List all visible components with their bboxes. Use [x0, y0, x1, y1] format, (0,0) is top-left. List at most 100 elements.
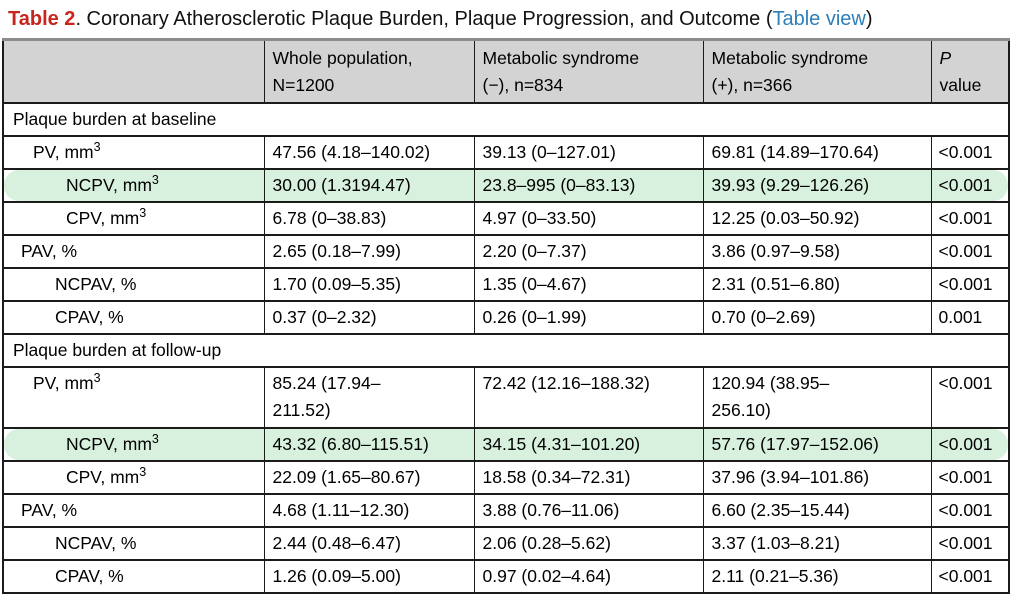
p-value-text: <0.001	[938, 565, 993, 586]
table-row: PAV, % 2.65 (0.18–7.99) 2.20 (0–7.37) 3.86 …	[2, 233, 1010, 269]
p-value-cell: <0.001	[930, 365, 1010, 429]
value-text: 57.76 (17.97–152.06)	[711, 433, 879, 454]
value-text: 1.26 (0.09–5.00)	[272, 565, 401, 586]
value-cell: 6.78 (0–38.83)	[263, 200, 475, 236]
header-cell-mets-positive: Metabolic syndrome (+), n=366	[702, 38, 932, 104]
value-cell: 3.88 (0.76–11.06)	[473, 492, 704, 528]
value-text: 23.8–995 (0–83.13)	[482, 174, 636, 195]
value-text: 12.25 (0.03–50.92)	[711, 207, 860, 228]
row-label-cell: CPAV, %	[2, 299, 265, 335]
p-value-cell: 0.001	[930, 299, 1010, 335]
value-cell: 1.26 (0.09–5.00)	[263, 558, 475, 594]
table-row: CPAV, % 1.26 (0.09–5.00) 0.97 (0.02–4.64) 2…	[2, 558, 1010, 594]
value-text: 120.94 (38.95– 256.10)	[711, 372, 830, 420]
p-value-text: <0.001	[938, 141, 993, 162]
table-row: PAV, % 4.68 (1.11–12.30) 3.88 (0.76–11.06)…	[2, 492, 1010, 528]
value-text: 3.88 (0.76–11.06)	[482, 499, 620, 520]
p-value-cell: <0.001	[930, 200, 1010, 236]
value-cell: 1.35 (0–4.67)	[473, 266, 704, 302]
value-text: 3.37 (1.03–8.21)	[711, 532, 840, 553]
value-cell: 4.97 (0–33.50)	[473, 200, 704, 236]
label-superscript: 3	[93, 139, 101, 154]
value-cell: 18.58 (0.34–72.31)	[473, 459, 704, 495]
value-text: 22.09 (1.65–80.67)	[272, 466, 421, 487]
value-cell: 0.37 (0–2.32)	[263, 299, 475, 335]
value-cell: 2.65 (0.18–7.99)	[263, 233, 475, 269]
label-superscript: 3	[151, 431, 159, 446]
value-text: 2.44 (0.48–6.47)	[272, 532, 401, 553]
table-row: NCPAV, % 2.44 (0.48–6.47) 2.06 (0.28–5.62)…	[2, 525, 1010, 561]
page: Table 2. Coronary Atherosclerotic Plaque…	[0, 7, 1013, 594]
value-cell: 30.00 (1.3194.47)	[263, 167, 475, 203]
p-value-text: <0.001	[938, 499, 993, 520]
value-cell: 72.42 (12.16–188.32)	[473, 365, 704, 429]
value-text: 39.13 (0–127.01)	[482, 141, 616, 162]
value-cell: 1.70 (0.09–5.35)	[263, 266, 475, 302]
row-label: NCPV, mm3	[66, 172, 159, 195]
value-text: 72.42 (12.16–188.32)	[482, 372, 650, 393]
value-text: 2.06 (0.28–5.62)	[482, 532, 611, 553]
p-value-cell: <0.001	[930, 266, 1010, 302]
p-value-cell: <0.001	[930, 492, 1010, 528]
value-cell: 57.76 (17.97–152.06)	[702, 426, 932, 462]
value-text: 85.24 (17.94– 211.52)	[272, 372, 381, 420]
p-value-text: 0.001	[938, 306, 983, 327]
row-label: PV, mm3	[33, 370, 101, 393]
label-superscript: 3	[139, 205, 147, 220]
value-text: 0.26 (0–1.99)	[482, 306, 587, 327]
value-text: 2.11 (0.21–5.36)	[711, 565, 839, 586]
section-header-row: Plaque burden at baseline	[2, 101, 1010, 137]
value-cell: 39.93 (9.29–126.26)	[702, 167, 932, 203]
value-text: 2.20 (0–7.37)	[482, 240, 587, 261]
row-label-cell: NCPV, mm3	[2, 167, 265, 203]
row-label: PAV, %	[21, 499, 78, 520]
p-value-cell: <0.001	[930, 167, 1010, 203]
value-text: 34.15 (4.31–101.20)	[482, 433, 641, 454]
row-label: NCPAV, %	[55, 273, 137, 294]
p-value-cell: <0.001	[930, 459, 1010, 495]
section-header-row: Plaque burden at follow-up	[2, 332, 1010, 368]
value-text: 6.78 (0–38.83)	[272, 207, 387, 228]
value-text: 6.60 (2.35–15.44)	[711, 499, 850, 520]
table-caption: Table 2. Coronary Atherosclerotic Plaque…	[8, 7, 1013, 31]
value-text: 1.35 (0–4.67)	[482, 273, 587, 294]
value-cell: 34.15 (4.31–101.20)	[473, 426, 704, 462]
highlight-pill-left	[4, 170, 263, 200]
value-text: 0.70 (0–2.69)	[711, 306, 816, 327]
row-label: CPAV, %	[55, 565, 124, 586]
value-text: 43.32 (6.80–115.51)	[272, 433, 429, 454]
row-label: CPV, mm3	[66, 464, 147, 487]
highlight-pill-right	[932, 429, 1008, 459]
row-label-cell: NCPAV, %	[2, 266, 265, 302]
caption-close-paren: )	[865, 8, 873, 30]
value-text: 69.81 (14.89–170.64)	[711, 141, 879, 162]
p-value-cell: <0.001	[930, 426, 1010, 462]
row-label-cell: CPV, mm3	[2, 200, 265, 236]
row-label: PV, mm3	[33, 139, 101, 162]
p-value-cell: <0.001	[930, 134, 1010, 170]
table-row: PV, mm3 85.24 (17.94– 211.52) 72.42 (12.16…	[2, 365, 1010, 429]
value-text: 2.31 (0.51–6.80)	[711, 273, 840, 294]
value-cell: 2.31 (0.51–6.80)	[702, 266, 932, 302]
table-view-link[interactable]: Table view	[772, 8, 866, 30]
header-cell-mets-negative: Metabolic syndrome (−), n=834	[473, 38, 704, 104]
value-text: 4.68 (1.11–12.30)	[272, 499, 410, 520]
row-label: NCPAV, %	[55, 532, 137, 553]
table-row-highlighted: NCPV, mm3 30.00 (1.3194.47) 23.8–995 (0–83…	[2, 167, 1010, 203]
table-number: Table 2	[8, 8, 76, 30]
value-text: 4.97 (0–33.50)	[482, 207, 597, 228]
value-cell: 2.11 (0.21–5.36)	[702, 558, 932, 594]
row-label: CPAV, %	[55, 306, 124, 327]
value-text: 0.37 (0–2.32)	[272, 306, 377, 327]
value-cell: 6.60 (2.35–15.44)	[702, 492, 932, 528]
value-cell: 47.56 (4.18–140.02)	[263, 134, 475, 170]
p-value-cell: <0.001	[930, 525, 1010, 561]
p-value-text: <0.001	[938, 433, 993, 454]
value-text: 0.97 (0.02–4.64)	[482, 565, 611, 586]
p-value-text: <0.001	[938, 273, 993, 294]
value-cell: 22.09 (1.65–80.67)	[263, 459, 475, 495]
value-cell: 43.32 (6.80–115.51)	[263, 426, 475, 462]
row-label-cell: PV, mm3	[2, 134, 265, 170]
highlight-pill-right	[932, 170, 1008, 200]
